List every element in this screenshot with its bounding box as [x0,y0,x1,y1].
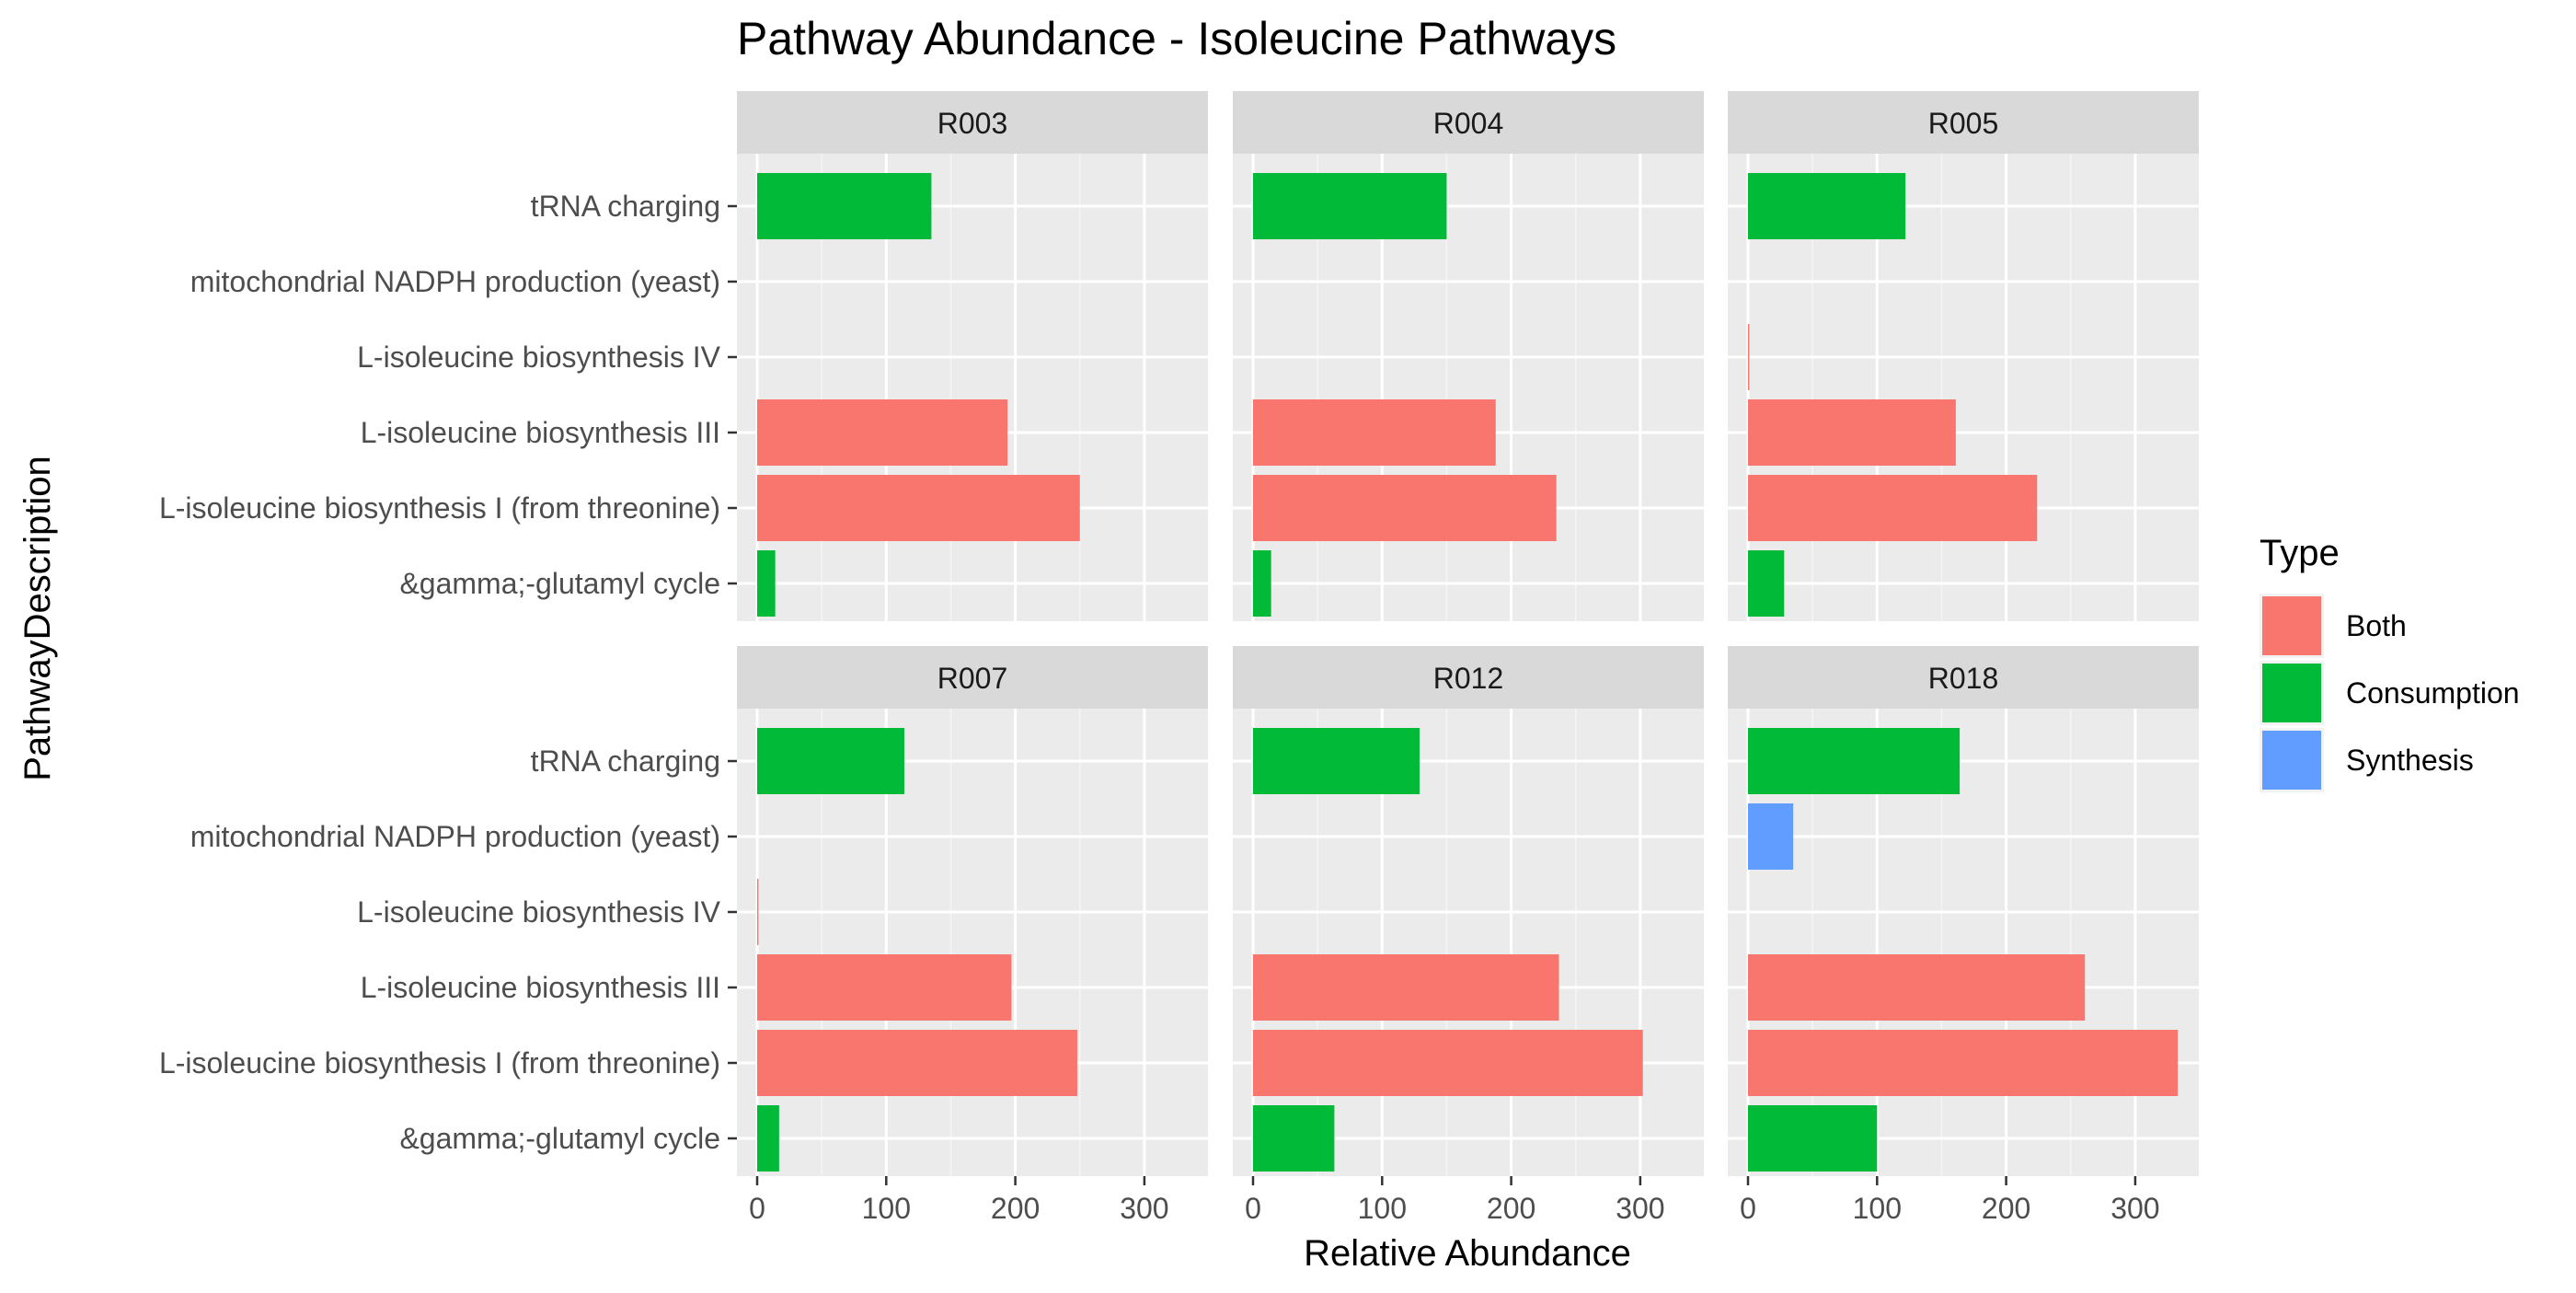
legend-label: Consumption [2346,676,2520,710]
legend-key [2262,731,2321,790]
bar [1748,1105,1878,1172]
facet-strip [1233,91,1704,154]
y-tick-label: L-isoleucine biosynthesis I (from threon… [159,491,720,525]
legend-key [2262,596,2321,655]
bar [757,475,1080,541]
x-tick-label: 0 [1245,1192,1261,1225]
y-tick-label: L-isoleucine biosynthesis III [361,971,720,1004]
bar [1253,1105,1335,1172]
bar [757,879,759,945]
y-tick-label: &gamma;-glutamyl cycle [399,567,720,600]
bar [1748,324,1750,390]
y-axis-title: PathwayDescription [17,456,58,781]
y-tick-label: mitochondrial NADPH production (yeast) [190,265,720,298]
bar [1253,399,1496,466]
bar [1748,954,2086,1021]
facet-label: R007 [937,662,1008,695]
y-tick-label: L-isoleucine biosynthesis IV [357,895,721,929]
bar [1253,550,1271,617]
facet-strip [1233,646,1704,709]
y-tick-label: L-isoleucine biosynthesis I (from threon… [159,1046,720,1079]
y-tick-label: mitochondrial NADPH production (yeast) [190,820,720,853]
x-tick-label: 300 [1120,1192,1168,1225]
x-tick-label: 100 [1358,1192,1407,1225]
bar [757,728,904,794]
y-tick-label: L-isoleucine biosynthesis IV [357,341,721,374]
x-tick-label: 200 [1487,1192,1535,1225]
facet-label: R004 [1433,107,1504,140]
bar [757,173,932,239]
y-tick-label: tRNA charging [531,745,720,778]
x-tick-label: 0 [749,1192,765,1225]
bar [757,954,1012,1021]
facet-strip [737,91,1208,154]
facet-label: R005 [1928,107,1999,140]
x-tick-label: 300 [2110,1192,2159,1225]
bar [1253,173,1447,239]
bar [757,550,776,617]
y-tick-label: L-isoleucine biosynthesis III [361,416,720,449]
legend-label: Both [2346,609,2407,642]
bar [1253,728,1420,794]
y-tick-label: &gamma;-glutamyl cycle [399,1122,720,1155]
facet-label: R003 [937,107,1008,140]
x-tick-label: 300 [1616,1192,1664,1225]
x-axis-title: Relative Abundance [1304,1233,1631,1274]
bar [1748,399,1956,466]
bar [1253,954,1559,1021]
bar [1748,550,1785,617]
bar [1748,728,1961,794]
bar [757,1030,1077,1096]
legend-key [2262,664,2321,722]
x-tick-label: 200 [991,1192,1040,1225]
bar [1253,1030,1643,1096]
bar [1748,803,1794,870]
chart-title: Pathway Abundance - Isoleucine Pathways [737,13,1616,64]
facet-strip [737,646,1208,709]
legend-label: Synthesis [2346,744,2474,777]
facet-strip [1728,91,2199,154]
bar [1748,173,1906,239]
legend-title: Type [2260,533,2340,573]
bar [1748,1030,2179,1096]
bar [1748,475,2038,541]
x-tick-label: 100 [862,1192,911,1225]
facet-strip [1728,646,2199,709]
x-tick-label: 0 [1740,1192,1756,1225]
bar [757,1105,779,1172]
facet-label: R012 [1433,662,1504,695]
x-tick-label: 200 [1982,1192,2030,1225]
facet-label: R018 [1928,662,1999,695]
bar [1253,475,1557,541]
y-tick-label: tRNA charging [531,190,720,223]
bar [757,399,1008,466]
x-tick-label: 100 [1853,1192,1902,1225]
